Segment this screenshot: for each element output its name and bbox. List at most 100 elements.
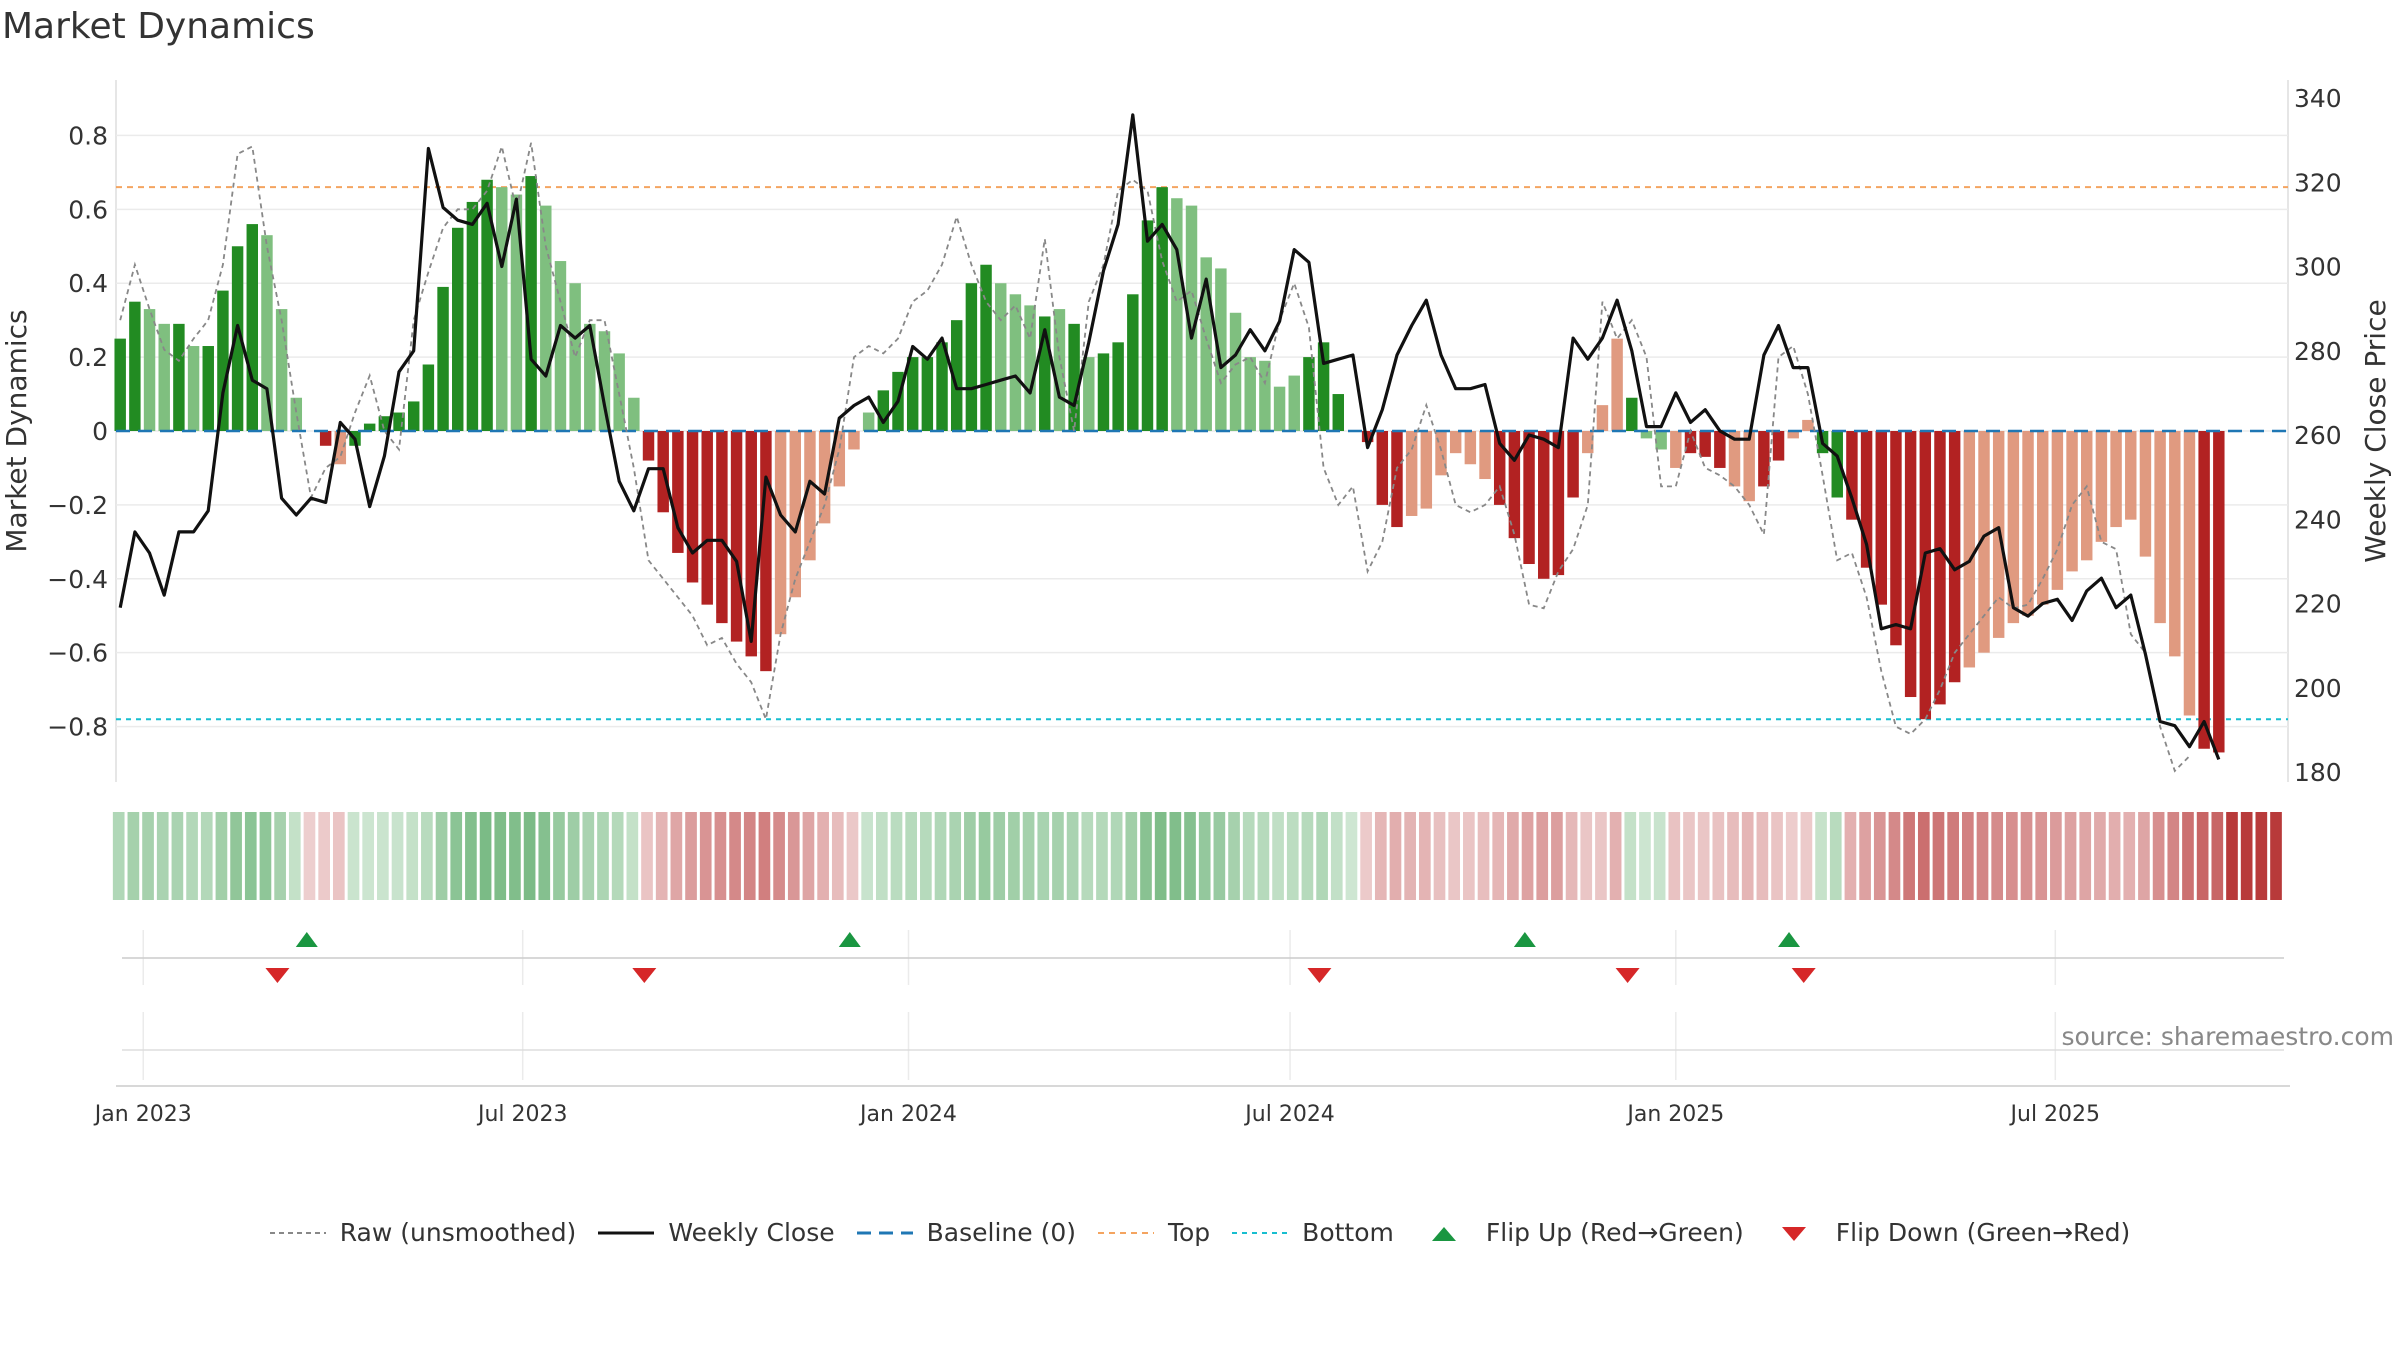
regime-strip-cell (934, 812, 947, 900)
dynamics-bar (584, 323, 596, 431)
chart-title: Market Dynamics (2, 6, 315, 47)
regime-strip-cell (1903, 812, 1915, 900)
regime-strip-cell (347, 812, 360, 900)
y-left-tick-label: −0.4 (47, 565, 108, 594)
dynamics-bar (437, 286, 449, 431)
regime-strip-cell (1815, 812, 1827, 900)
dynamics-bar (1112, 342, 1124, 431)
dynamics-bar (1083, 357, 1095, 431)
dynamics-bar (1185, 205, 1198, 431)
regime-strip-cell (773, 812, 785, 900)
dynamics-bar (1699, 431, 1711, 457)
dynamics-bar (2154, 431, 2166, 624)
dynamics-bar (965, 283, 978, 431)
regime-strip-cell (2182, 812, 2194, 900)
regime-strip-cell (142, 812, 154, 900)
dynamics-bar (319, 431, 332, 446)
regime-strip-cell (802, 812, 815, 900)
regime-strip-cell (1947, 812, 1959, 900)
regime-strip-cell (318, 812, 330, 900)
regime-strip-cell (1976, 812, 1989, 900)
regime-strip-cell (699, 812, 712, 900)
regime-strip-cell (2138, 812, 2150, 900)
dynamics-bar (1259, 360, 1271, 431)
dynamics-bar (1904, 431, 1917, 698)
regime-strip-cell (1741, 812, 1754, 900)
dynamics-bar (628, 397, 640, 431)
regime-strip-cell (787, 812, 800, 900)
dynamics-bar (452, 227, 464, 431)
regime-strip-cell (670, 812, 683, 900)
regime-strip-cell (215, 812, 228, 900)
regime-strip-cell (1198, 812, 1211, 900)
flip-up-marker (1778, 932, 1801, 947)
legend-swatch-top (1097, 1231, 1154, 1234)
y-right-tick-label: 200 (2294, 674, 2342, 703)
dynamics-bar (1523, 431, 1535, 565)
regime-strip-cell (450, 812, 463, 900)
dynamics-bar (1464, 431, 1477, 465)
regime-strip-cell (1991, 812, 2004, 900)
dynamics-bar (363, 423, 376, 431)
dynamics-bar (1758, 431, 1770, 487)
regime-strip-cell (1917, 812, 1930, 900)
regime-strip-cell (1330, 812, 1343, 900)
dynamics-bar (980, 264, 992, 431)
regime-strip-cell (1360, 812, 1372, 900)
dynamics-bar (1200, 257, 1212, 431)
dynamics-bar (1097, 353, 1110, 431)
regime-strip-cell (1272, 812, 1284, 900)
dynamics-bar (569, 283, 581, 431)
dynamics-bar (510, 194, 523, 431)
dynamics-bar (1171, 198, 1183, 431)
y-right-tick-label: 260 (2294, 421, 2342, 450)
legend-label: Bottom (1302, 1218, 1394, 1247)
dynamics-bar (129, 301, 141, 431)
regime-strip-cell (1345, 812, 1358, 900)
regime-strip-cell (1727, 812, 1739, 900)
regime-strip-cell (1844, 812, 1857, 900)
regime-strip-cell (831, 812, 844, 900)
regime-strip-cell (230, 812, 242, 900)
regime-strip-cell (655, 812, 668, 900)
regime-strip-cell (2050, 812, 2062, 900)
regime-strip-cell (582, 812, 595, 900)
x-tick-label: Jul 2024 (1243, 1102, 1335, 1127)
x-tick-label: Jul 2025 (2009, 1102, 2101, 1127)
regime-strip-cell (1536, 812, 1549, 900)
dynamics-bar (1317, 342, 1330, 431)
regime-strip-cell (112, 812, 125, 900)
regime-strip-cell (1565, 812, 1578, 900)
regime-strip-cell (949, 812, 962, 900)
dynamics-bar (540, 205, 552, 431)
regime-strip-cell (1785, 812, 1798, 900)
x-tick-label: Jan 2024 (858, 1102, 957, 1127)
regime-strip-cell (274, 812, 286, 900)
regime-strip-cell (758, 812, 771, 900)
dynamics-bar (1479, 431, 1491, 480)
dynamics-bar (1508, 431, 1521, 539)
dynamics-bar (422, 364, 435, 431)
y-left-tick-label: 0.6 (68, 195, 108, 224)
regime-strip-cell (2270, 812, 2282, 900)
regime-strip-cell (993, 812, 1006, 900)
dynamics-bar (2110, 431, 2122, 528)
regime-strip-cell (2152, 812, 2165, 900)
regime-strip-cell (861, 812, 873, 900)
regime-strip-cell (332, 812, 345, 900)
y-right-tick-label: 180 (2294, 758, 2342, 787)
dynamics-bar (173, 323, 185, 431)
regime-strip-cell (1961, 812, 1974, 900)
dynamics-bar (1273, 386, 1286, 431)
dynamics-bar (1772, 431, 1785, 461)
regime-strip-cell (553, 812, 565, 900)
regime-strip-cell (2167, 812, 2180, 900)
regime-strip-cell (846, 812, 859, 900)
dynamics-bar (862, 412, 875, 431)
regime-strip-cell (1521, 812, 1534, 900)
dynamics-bar (760, 431, 772, 672)
regime-strip-cell (435, 812, 448, 900)
dynamics-bar (1420, 431, 1433, 509)
regime-strip-cell (817, 812, 829, 900)
dynamics-bar (2183, 431, 2196, 716)
